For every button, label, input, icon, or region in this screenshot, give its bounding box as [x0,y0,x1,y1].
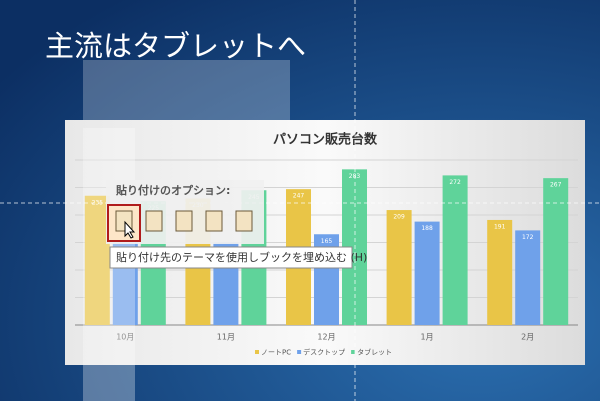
legend-label: ノートPC [261,349,291,357]
data-label: 165 [321,238,333,245]
paste-options: 貼り付けのオプション: 貼り付け先のテーマを使用しブックを埋め込む (H) [106,180,367,269]
data-label: 188 [421,225,433,232]
cursor [124,220,136,239]
legend-swatch [255,350,259,354]
placeholder [83,60,290,128]
data-label: 247 [293,193,305,200]
tooltip [109,246,353,269]
bar [386,210,412,325]
legend-label: タブレット [357,348,392,357]
x-tick-label: 12月 [317,333,335,342]
legend-swatch [351,350,356,354]
legend-label: デスクトップ [303,348,345,357]
slide-title[interactable]: 主流はタブレットへ [45,29,306,63]
tooltip-text: 貼り付け先のテーマを使用しブックを埋め込む (H) [116,250,367,264]
data-label: 191 [494,223,506,230]
data-label: 235 [92,199,104,206]
paste-icon[interactable] [175,210,193,232]
data-label: 272 [449,179,461,186]
chart-title: パソコン販売台数 [273,132,378,148]
data-label: 267 [550,182,562,189]
x-tick-label: 11月 [217,333,235,342]
x-tick-label: 2月 [521,333,534,342]
x-tick-label: 1月 [421,333,434,342]
paste-icon[interactable] [145,210,163,232]
data-label: 209 [393,214,405,221]
paste-header: 貼り付けのオプション: [115,183,230,197]
paste-icon[interactable] [235,210,253,232]
bar [84,195,110,325]
x-tick-label: 10月 [116,333,134,342]
legend-swatch [297,350,302,354]
bar [543,178,569,325]
data-label: 172 [522,234,534,241]
bar [442,175,468,325]
bar [487,219,513,325]
bar [515,230,541,325]
paste-icon[interactable] [205,210,223,232]
bar [414,221,440,325]
